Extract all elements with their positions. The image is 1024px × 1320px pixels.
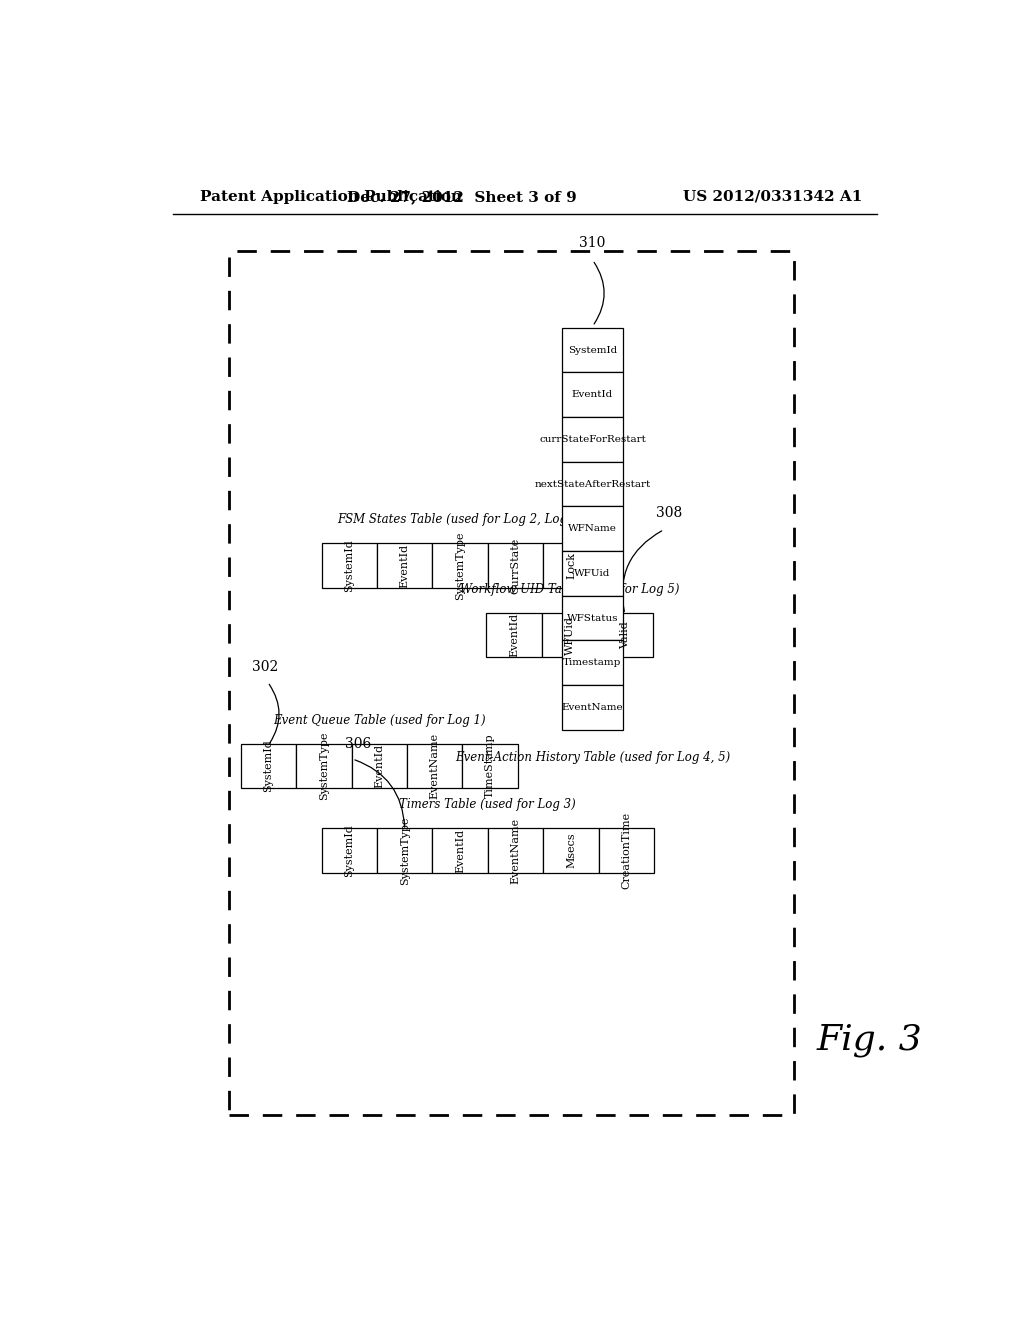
Text: EventId: EventId — [374, 744, 384, 788]
Text: 302: 302 — [252, 660, 279, 673]
Bar — [544, 829, 599, 873]
Text: Dec. 27, 2012  Sheet 3 of 9: Dec. 27, 2012 Sheet 3 of 9 — [347, 190, 577, 203]
Bar — [562, 507, 624, 552]
Text: CreationTime: CreationTime — [622, 812, 632, 890]
Bar — [296, 743, 351, 788]
Bar — [562, 595, 624, 640]
Bar — [377, 544, 432, 589]
Bar — [486, 612, 542, 657]
Text: 306: 306 — [345, 737, 371, 751]
Bar — [562, 417, 624, 462]
Text: SystemType: SystemType — [399, 816, 410, 884]
Text: Lock: Lock — [566, 552, 575, 579]
Bar — [562, 327, 624, 372]
Text: SystemId: SystemId — [344, 540, 354, 593]
Text: Fig. 3: Fig. 3 — [817, 1023, 923, 1057]
Text: SystemType: SystemType — [318, 731, 329, 800]
Text: WFName: WFName — [568, 524, 617, 533]
Bar — [463, 743, 518, 788]
Text: EventName: EventName — [511, 817, 520, 883]
Text: 310: 310 — [580, 236, 606, 249]
Text: CurrState: CurrState — [511, 537, 520, 594]
Bar — [322, 544, 377, 589]
Text: Workflow UID Table (used for Log 5): Workflow UID Table (used for Log 5) — [460, 582, 679, 595]
Text: 308: 308 — [656, 506, 683, 520]
Text: EventId: EventId — [399, 544, 410, 587]
Text: US 2012/0331342 A1: US 2012/0331342 A1 — [683, 190, 862, 203]
Bar — [407, 743, 463, 788]
Text: TimeStamp: TimeStamp — [485, 734, 496, 799]
Text: EventName: EventName — [430, 733, 439, 799]
Text: EventName: EventName — [562, 704, 624, 711]
Bar — [229, 251, 795, 1114]
Text: SystemId: SystemId — [263, 739, 273, 792]
Bar — [487, 544, 544, 589]
Bar — [562, 462, 624, 507]
Text: Event Queue Table (used for Log 1): Event Queue Table (used for Log 1) — [273, 714, 485, 726]
Bar — [487, 829, 544, 873]
Text: Msecs: Msecs — [566, 833, 575, 869]
Text: Patent Application Publication: Patent Application Publication — [200, 190, 462, 203]
Bar — [241, 743, 296, 788]
Text: WFUid: WFUid — [564, 615, 574, 655]
Text: 304: 304 — [587, 451, 613, 466]
Text: currStateForRestart: currStateForRestart — [539, 436, 646, 444]
Text: SystemType: SystemType — [455, 532, 465, 601]
Text: Timers Table (used for Log 3): Timers Table (used for Log 3) — [399, 799, 577, 812]
Bar — [562, 640, 624, 685]
Bar — [351, 743, 407, 788]
Bar — [542, 612, 597, 657]
Bar — [599, 829, 654, 873]
Text: WFStatus: WFStatus — [567, 614, 618, 623]
Bar — [597, 612, 652, 657]
Text: Timestamp: Timestamp — [563, 659, 622, 667]
Bar — [544, 544, 599, 589]
Text: SystemId: SystemId — [344, 824, 354, 876]
Text: EventId: EventId — [455, 829, 465, 873]
Bar — [432, 544, 487, 589]
Bar — [562, 372, 624, 417]
Text: EventId: EventId — [572, 391, 613, 399]
Text: EventId: EventId — [509, 612, 519, 657]
Bar — [562, 552, 624, 595]
Text: SystemId: SystemId — [568, 346, 617, 355]
Bar — [322, 829, 377, 873]
Bar — [377, 829, 432, 873]
Text: FSM States Table (used for Log 2, Log 6): FSM States Table (used for Log 2, Log 6) — [337, 513, 583, 527]
Text: Event-Action History Table (used for Log 4, 5): Event-Action History Table (used for Log… — [455, 751, 730, 764]
Text: nextStateAfterRestart: nextStateAfterRestart — [535, 479, 650, 488]
Text: WFUid: WFUid — [574, 569, 610, 578]
Text: Valid: Valid — [620, 622, 630, 649]
Bar — [562, 685, 624, 730]
Bar — [432, 829, 487, 873]
